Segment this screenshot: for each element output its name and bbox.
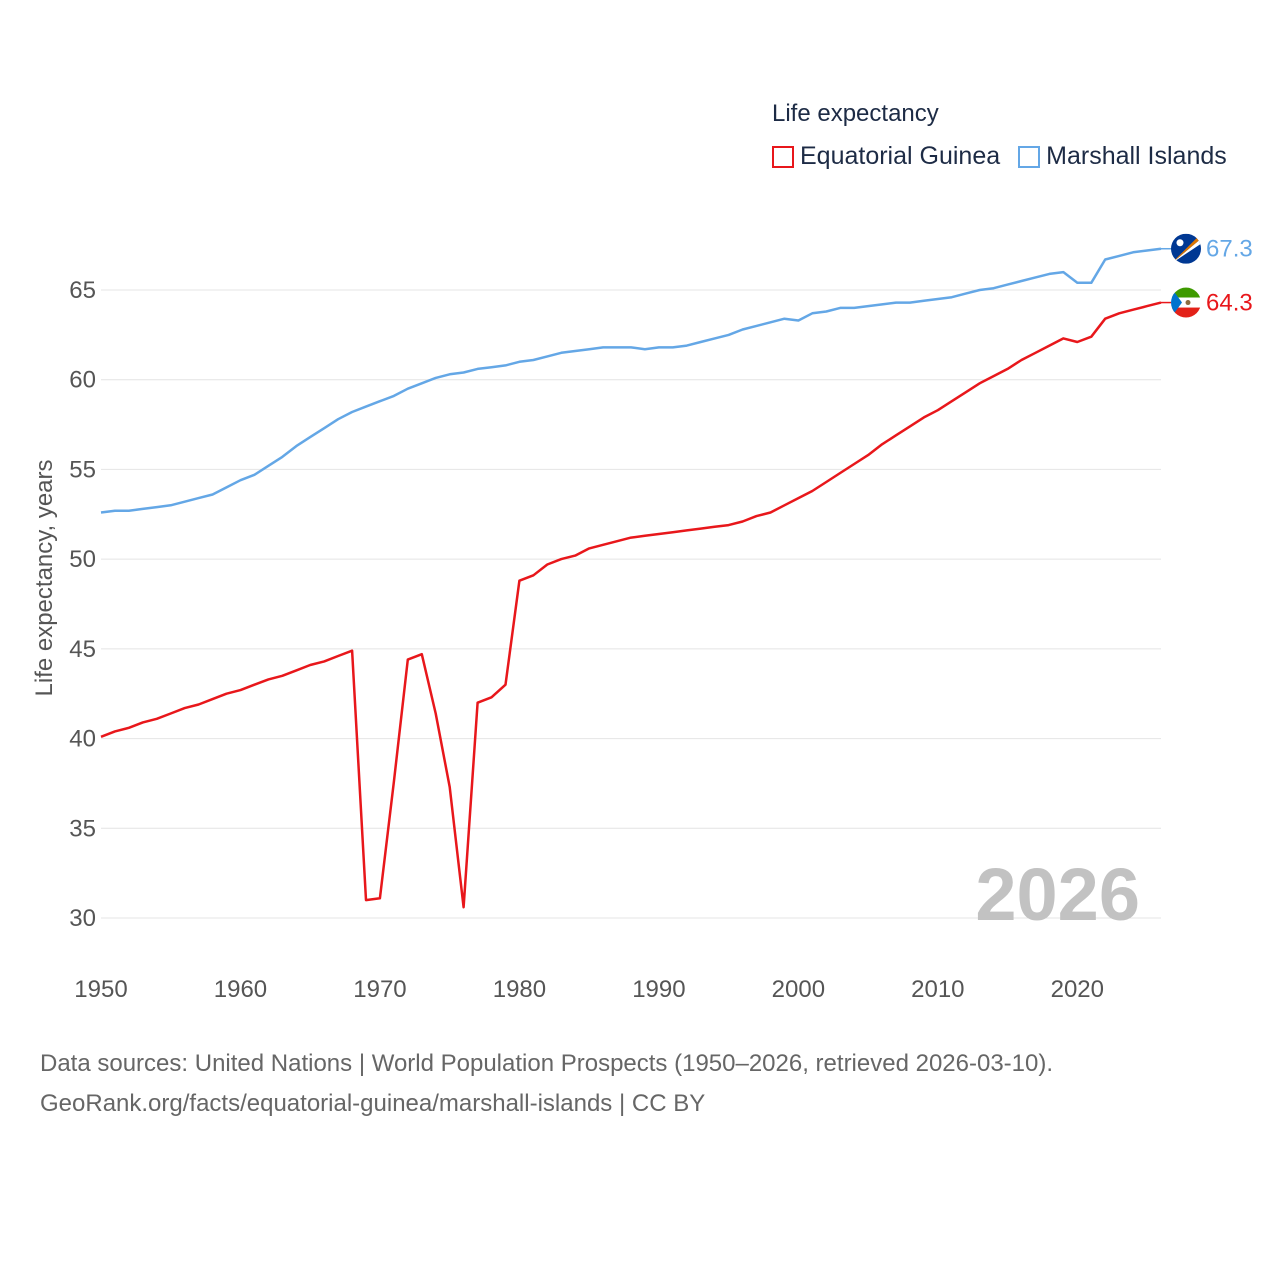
x-tick-label-1960: 1960 [214, 976, 267, 1003]
end-labels: 64.3 67.3 [1161, 233, 1253, 318]
legend-swatch-equatorial-guinea [772, 145, 794, 168]
year-watermark: 2026 [975, 853, 1140, 936]
x-tick-label-1980: 1980 [493, 976, 546, 1003]
legend-item-marshall-islands[interactable]: Marshall Islands [1018, 142, 1227, 171]
legend-item-equatorial-guinea[interactable]: Equatorial Guinea [772, 142, 1000, 171]
y-tick-label-65: 65 [69, 277, 96, 304]
y-tick-label-55: 55 [69, 456, 96, 483]
x-tick-label-1950: 1950 [74, 976, 127, 1003]
legend-label-equatorial-guinea: Equatorial Guinea [800, 142, 1001, 170]
legend-label-marshall-islands: Marshall Islands [1046, 142, 1227, 170]
legend: Equatorial Guinea Marshall Islands [772, 142, 1245, 171]
footer-sources: Data sources: United Nations | World Pop… [40, 1050, 1054, 1077]
footer-link[interactable]: GeoRank.org/facts/equatorial-guinea/mars… [40, 1090, 706, 1117]
footer: Data sources: United Nations | World Pop… [40, 1044, 1053, 1124]
legend-swatch-marshall-islands [1018, 145, 1041, 168]
x-tick-label-2000: 2000 [772, 976, 825, 1003]
gridlines [101, 289, 1161, 919]
x-tick-label-1990: 1990 [632, 976, 685, 1003]
y-tick-label-45: 45 [69, 636, 96, 663]
y-axis-ticks: 30 35 40 45 50 55 60 65 [69, 277, 96, 932]
series-line-marshall-islands[interactable] [100, 247, 1162, 514]
end-label-marshall-islands: 67.3 [1206, 236, 1253, 263]
series-line-equatorial-guinea[interactable] [100, 301, 1162, 909]
y-tick-label-60: 60 [69, 367, 96, 394]
y-tick-label-30: 30 [69, 905, 96, 932]
equatorial-guinea-flag-icon [1161, 287, 1201, 318]
legend-title: Life expectancy [772, 100, 939, 127]
y-tick-label-35: 35 [69, 815, 96, 842]
y-tick-label-50: 50 [69, 546, 96, 573]
y-tick-label-40: 40 [69, 726, 96, 753]
x-axis-ticks: 1950 1960 1970 1980 1990 2000 2010 2020 [74, 976, 1104, 1003]
x-tick-label-1970: 1970 [353, 976, 406, 1003]
marshall-islands-flag-icon [1161, 233, 1201, 264]
x-tick-label-2020: 2020 [1051, 976, 1104, 1003]
x-tick-label-2010: 2010 [911, 976, 964, 1003]
end-label-equatorial-guinea: 64.3 [1206, 290, 1253, 317]
series-lines [100, 247, 1162, 909]
y-axis-label: Life expectancy, years [31, 459, 58, 696]
